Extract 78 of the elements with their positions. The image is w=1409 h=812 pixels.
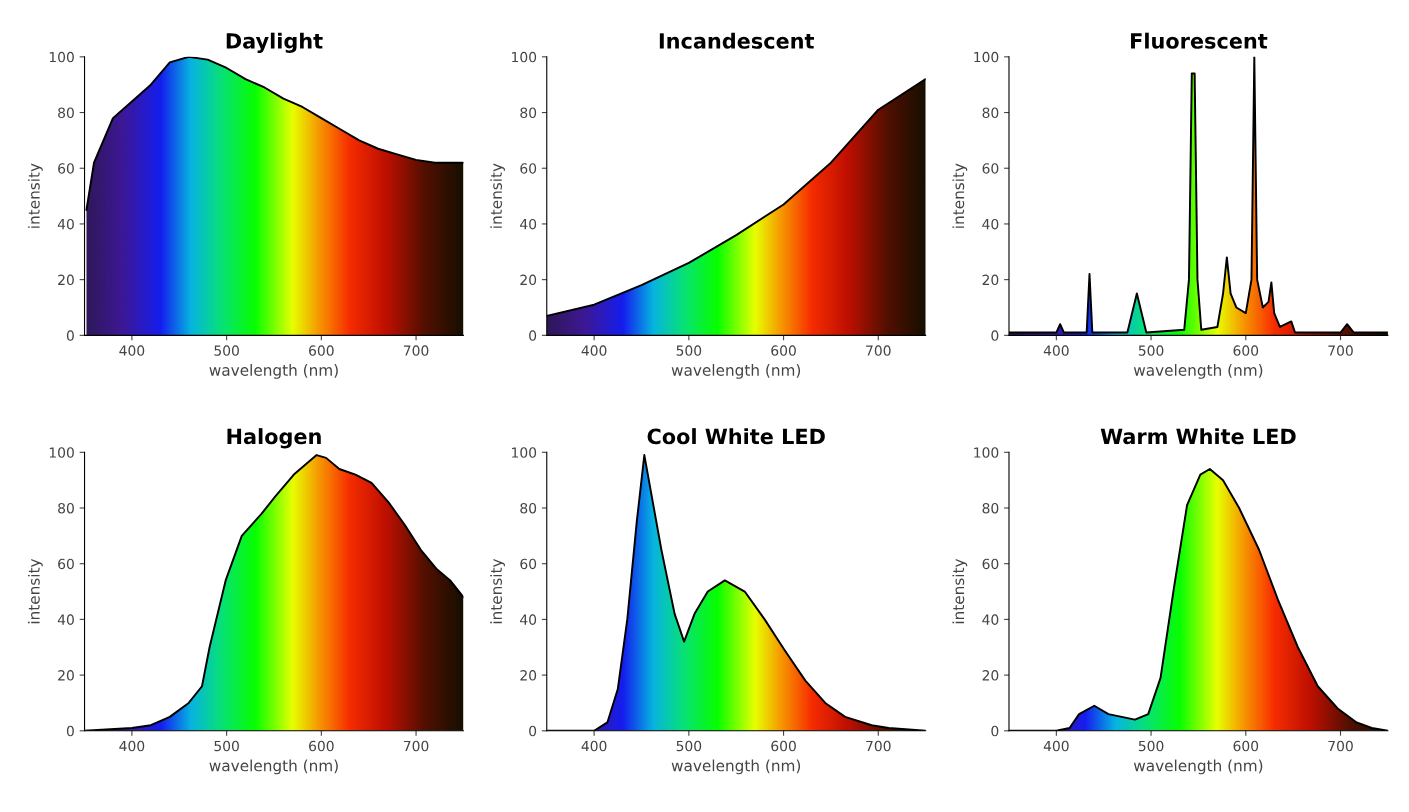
x-tick-label: 600 xyxy=(1233,345,1259,356)
y-tick-label: 40 xyxy=(57,614,74,625)
y-tick-label: 100 xyxy=(512,51,537,63)
x-axis-title: wavelength (nm) xyxy=(671,759,801,775)
y-tick-label: 20 xyxy=(982,274,999,286)
y-tick-label: 20 xyxy=(58,670,74,681)
y-tick-label: 20 xyxy=(520,670,537,681)
x-tick-label: 600 xyxy=(309,345,334,356)
y-tick-label: 20 xyxy=(520,274,537,286)
y-tick-label: 0 xyxy=(529,725,537,737)
x-tick-label: 400 xyxy=(119,345,145,356)
x-tick-label: 600 xyxy=(771,740,796,752)
y-tick-label: 80 xyxy=(982,107,999,119)
y-tick-label: 80 xyxy=(982,502,999,514)
y-tick-label: 60 xyxy=(58,558,74,570)
y-tick-label: 0 xyxy=(991,725,999,737)
chart-title: Cool White LED xyxy=(647,428,825,445)
y-tick-label: 40 xyxy=(57,218,74,230)
y-tick-label: 60 xyxy=(982,163,999,174)
y-tick-label: 60 xyxy=(58,163,74,174)
y-tick-label: 60 xyxy=(982,558,999,570)
x-tick-label: 700 xyxy=(1328,345,1353,356)
y-axis-title: intensity xyxy=(27,558,43,624)
y-axis-title: intensity xyxy=(490,558,505,624)
y-tick-label: 0 xyxy=(991,330,999,341)
x-tick-label: 400 xyxy=(581,345,607,356)
y-tick-label: 80 xyxy=(520,107,537,119)
x-tick-label: 400 xyxy=(1043,740,1069,752)
y-tick-label: 0 xyxy=(529,330,537,341)
y-tick-label: 100 xyxy=(49,447,74,458)
x-tick-label: 700 xyxy=(403,740,429,752)
chart-title: Halogen xyxy=(227,428,321,449)
chart-title: Fluorescent xyxy=(1131,32,1268,49)
x-tick-label: 600 xyxy=(309,740,334,752)
x-axis-title: wavelength (nm) xyxy=(209,364,338,379)
x-tick-label: 400 xyxy=(581,740,607,752)
y-tick-label: 80 xyxy=(520,502,537,514)
y-tick-label: 60 xyxy=(520,163,537,174)
y-tick-label: 40 xyxy=(982,218,999,230)
x-tick-label: 700 xyxy=(866,345,891,356)
x-tick-label: 400 xyxy=(1043,345,1069,356)
y-tick-label: 0 xyxy=(66,725,74,737)
x-tick-label: 500 xyxy=(1138,740,1164,752)
y-axis-title: intensity xyxy=(490,163,505,228)
x-tick-label: 500 xyxy=(214,740,239,752)
y-tick-label: 100 xyxy=(49,51,74,63)
chart-title: Daylight xyxy=(226,32,323,53)
y-tick-label: 80 xyxy=(58,502,74,514)
y-tick-label: 100 xyxy=(512,447,537,458)
chart-title: Incandescent xyxy=(659,32,814,49)
x-tick-label: 500 xyxy=(214,345,239,356)
y-tick-label: 40 xyxy=(520,218,537,230)
x-axis-title: wavelength (nm) xyxy=(1133,364,1263,379)
y-tick-label: 20 xyxy=(58,274,74,286)
y-tick-label: 80 xyxy=(58,107,74,119)
x-axis-title: wavelength (nm) xyxy=(671,364,801,379)
chart-title: Warm White LED xyxy=(1100,428,1296,445)
x-axis-title: wavelength (nm) xyxy=(1133,759,1263,775)
y-tick-label: 100 xyxy=(974,447,999,458)
x-tick-label: 600 xyxy=(1233,740,1259,752)
y-axis-title: intensity xyxy=(952,558,968,624)
y-tick-label: 100 xyxy=(974,51,999,63)
y-tick-label: 40 xyxy=(520,614,537,625)
x-tick-label: 700 xyxy=(866,740,891,752)
x-tick-label: 600 xyxy=(771,345,796,356)
y-tick-label: 40 xyxy=(982,614,999,625)
x-tick-label: 500 xyxy=(1138,345,1164,356)
x-tick-label: 700 xyxy=(1328,740,1353,752)
x-tick-label: 500 xyxy=(676,345,702,356)
x-tick-label: 700 xyxy=(403,345,429,356)
x-axis-title: wavelength (nm) xyxy=(209,759,338,775)
y-tick-label: 20 xyxy=(982,670,999,681)
x-tick-label: 400 xyxy=(119,740,145,752)
y-tick-label: 60 xyxy=(520,558,537,570)
x-tick-label: 500 xyxy=(676,740,702,752)
y-axis-title: intensity xyxy=(27,163,43,228)
y-axis-title: intensity xyxy=(952,163,968,228)
y-tick-label: 0 xyxy=(66,330,74,341)
